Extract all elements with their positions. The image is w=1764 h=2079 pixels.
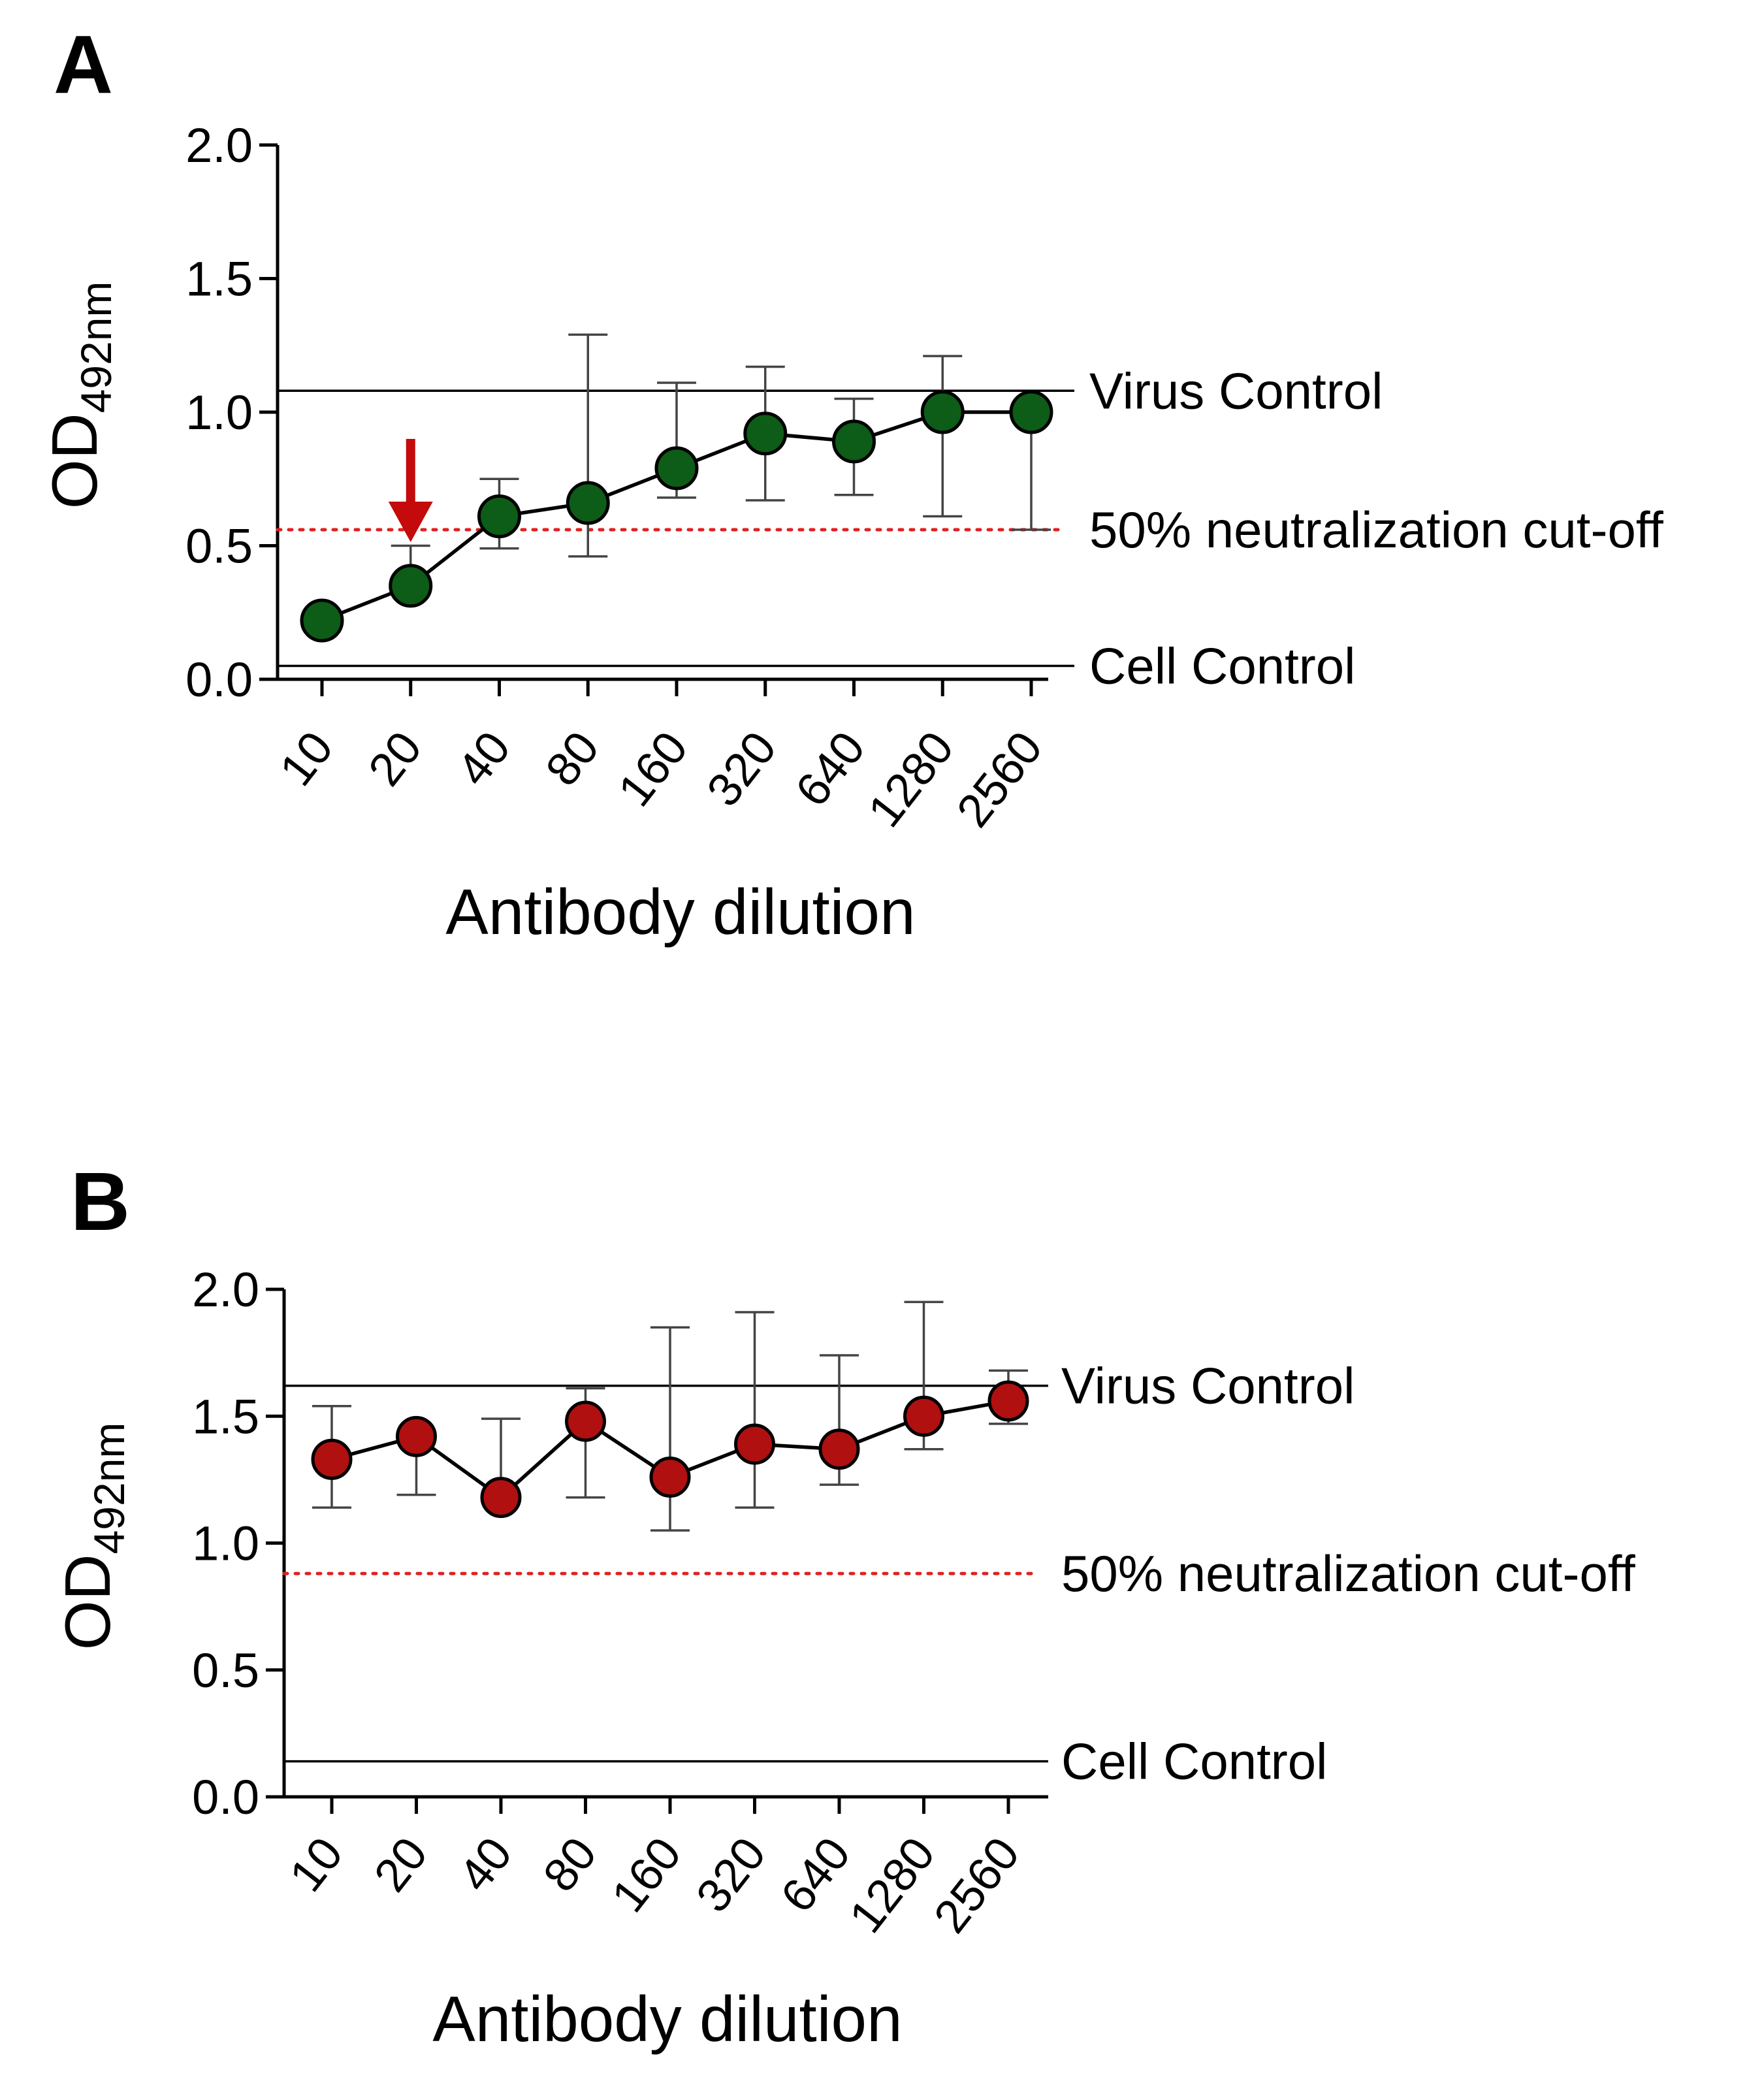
- panel-a-y-tick-label: 2.0: [185, 118, 253, 172]
- panel-a-virus-control-label: Virus Control: [1089, 362, 1383, 419]
- panel-a-x-tick-label: 80: [536, 722, 609, 796]
- panel-b-letter: B: [71, 1155, 130, 1248]
- panel-a-x-tick-label: 1280: [858, 722, 964, 837]
- panel-a-x-tick-label: 10: [270, 722, 343, 796]
- panel-b-x-tick-label: 160: [602, 1828, 692, 1922]
- panel-a-x-tick-label: 20: [359, 722, 432, 796]
- panel-a-y-tick-label: 1.5: [185, 252, 253, 306]
- panel-b-y-axis-title: OD492nm: [52, 1423, 133, 1651]
- panel-a-y-axis-title-sub: 492nm: [72, 282, 120, 413]
- panel-b-x-tick-label: 1280: [839, 1828, 945, 1942]
- panel-b-x-tick-label: 20: [364, 1828, 438, 1901]
- panel-b-data-point: [565, 1400, 606, 1442]
- panel-b-x-axis-title: Antibody dilution: [432, 1983, 902, 2055]
- panel-a-y-tick-label: 1.0: [185, 385, 253, 440]
- panel-b-x-tick-label: 80: [534, 1828, 607, 1901]
- panel-a-x-axis-title: Antibody dilution: [445, 876, 915, 948]
- panel-b-data-point: [311, 1438, 353, 1480]
- panel-b-plot-area: 0.00.51.01.52.010 20 40 8016032064012802560…: [192, 1263, 1635, 1942]
- panel-a-y-tick-label: 0.0: [185, 653, 253, 707]
- panel-a-data-point: [654, 446, 699, 491]
- panel-a-x-tick-label: 160: [609, 722, 698, 816]
- panel-a-data-point: [300, 598, 344, 643]
- panel-a-data-point: [832, 419, 876, 464]
- panel-b-x-tick-label: 40: [449, 1828, 522, 1901]
- panel-b-data-point: [649, 1456, 691, 1498]
- panel-b-y-tick-label: 1.5: [192, 1389, 259, 1443]
- panel-b-cell-control-label: Cell Control: [1061, 1733, 1327, 1790]
- panel-b-x-tick-label: 320: [686, 1828, 776, 1922]
- panel-a: A 0.00.51.01.52.010 20 40 80160320640128025…: [39, 18, 1663, 948]
- panel-a-cell-control-label: Cell Control: [1089, 637, 1355, 695]
- panel-a-y-axis-title: OD492nm: [39, 282, 120, 509]
- panel-a-y-axis-title-main: OD: [39, 413, 110, 509]
- panel-b-x-tick-label: 10: [280, 1828, 353, 1901]
- panel-a-data-point: [743, 411, 788, 456]
- panel-a-arrow-head: [388, 502, 433, 542]
- panel-a-data-point: [389, 564, 433, 608]
- panel-b-data-point: [987, 1380, 1029, 1422]
- panel-a-x-tick-label: 2560: [947, 722, 1053, 837]
- panel-a-letter: A: [54, 18, 113, 110]
- panel-a-data-point: [566, 481, 610, 525]
- panel-a-x-tick-label: 320: [697, 722, 786, 816]
- panel-b-virus-control-label: Virus Control: [1061, 1357, 1355, 1415]
- panel-b-data-point: [903, 1395, 944, 1437]
- panel-a-plot-area: 0.00.51.01.52.010 20 40 8016032064012802560…: [185, 118, 1663, 837]
- panel-b-data-point: [480, 1477, 522, 1519]
- panel-b-y-axis-title-sub: 492nm: [85, 1423, 133, 1555]
- panel-b-y-tick-label: 1.0: [192, 1517, 259, 1571]
- panel-b-cutoff-label: 50% neutralization cut-off: [1061, 1545, 1635, 1602]
- panel-b-y-tick-label: 0.0: [192, 1770, 259, 1824]
- panel-b-x-tick-label: 2560: [924, 1828, 1030, 1942]
- panel-b-y-tick-label: 2.0: [192, 1263, 259, 1317]
- panel-b-data-point: [818, 1428, 860, 1470]
- panel-a-cutoff-label: 50% neutralization cut-off: [1089, 501, 1663, 558]
- panel-a-data-point: [920, 390, 965, 434]
- panel-b-y-tick-label: 0.5: [192, 1643, 259, 1698]
- panel-b-data-point: [396, 1415, 437, 1457]
- panel-b-data-point: [734, 1423, 775, 1465]
- panel-a-data-point: [477, 494, 521, 539]
- panel-a-data-point: [1009, 390, 1053, 434]
- panel-b: B 0.00.51.01.52.010 20 40 80160320640128025…: [52, 1155, 1635, 2055]
- panel-b-y-axis-title-main: OD: [52, 1554, 123, 1650]
- panel-a-y-tick-label: 0.5: [185, 519, 253, 573]
- panel-a-x-tick-label: 40: [447, 722, 521, 796]
